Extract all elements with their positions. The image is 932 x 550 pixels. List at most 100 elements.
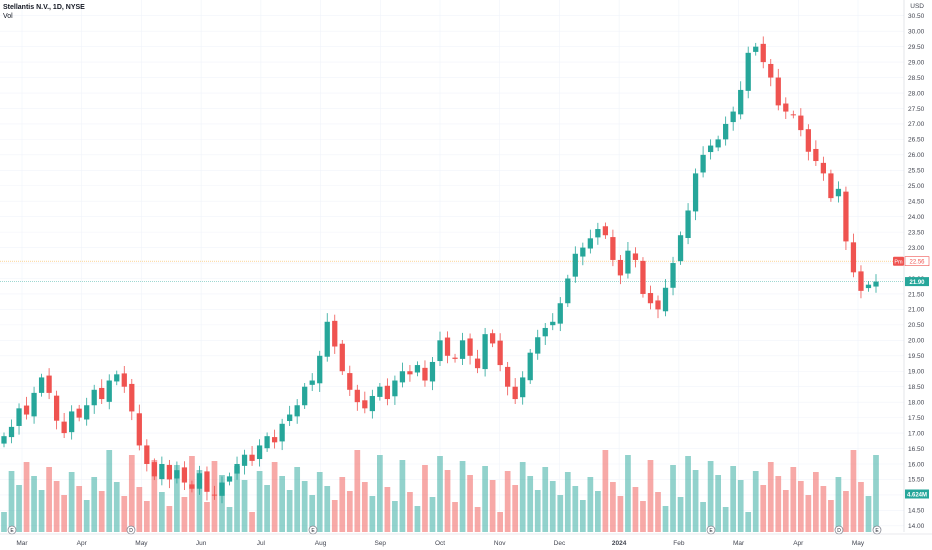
candle-body	[69, 411, 75, 433]
candle-body	[31, 392, 37, 417]
candle-body	[166, 464, 173, 480]
volume-bar	[813, 472, 819, 532]
price-axis[interactable]: 14.0014.5015.0015.5016.0016.5017.0017.50…	[903, 0, 932, 550]
candle-body	[610, 237, 616, 260]
time-tick-label: Apr	[793, 540, 804, 547]
candle-body	[407, 371, 413, 375]
candle-body	[392, 380, 398, 397]
volume-bar	[128, 455, 135, 532]
candle-body	[602, 226, 609, 236]
volume-bar	[850, 450, 857, 532]
event-marker-label: E	[709, 528, 713, 534]
volume-bar	[790, 467, 797, 532]
event-marker-earnings[interactable]: E	[872, 525, 882, 535]
volume-bar	[437, 456, 443, 532]
volume-bar	[361, 482, 368, 532]
volume-indicator-label[interactable]: Vol	[3, 13, 13, 20]
candle-body	[339, 343, 345, 372]
volume-bar	[873, 455, 879, 532]
volume-bar	[745, 512, 752, 532]
volume-bar	[610, 482, 616, 532]
volume-bar	[23, 462, 30, 532]
volume-bar	[677, 497, 684, 532]
candle-body	[813, 148, 819, 162]
candle-body	[181, 467, 188, 483]
time-axis[interactable]: Mar Apr May Jun Jul Aug Sep Oct Nov Dec 2024 Feb Mar…	[0, 533, 932, 547]
candle-body	[557, 303, 563, 324]
price-tick-label: 14.50	[908, 508, 925, 515]
volume-bar	[346, 491, 353, 532]
price-tick-label: 30.00	[908, 28, 925, 35]
candle-body	[53, 395, 60, 421]
time-tick-label: Oct	[435, 540, 445, 547]
last-price-tag-bg	[905, 277, 929, 287]
volume-bar	[760, 485, 767, 532]
volume-bar	[256, 471, 263, 532]
event-marker-label: D	[129, 528, 133, 534]
symbol-title[interactable]: Stellantis N.V., 1D, NYSE	[3, 4, 85, 11]
candle-body	[715, 139, 721, 148]
time-tick-label: Jun	[196, 540, 207, 547]
volume-bar	[835, 477, 842, 532]
volume-bar	[504, 471, 511, 532]
volume-bar	[602, 450, 609, 532]
event-marker-earnings[interactable]: E	[308, 525, 318, 535]
pre-market-tag-label: Pm	[894, 259, 903, 265]
volume-bar	[527, 476, 534, 532]
volume-bar	[331, 500, 338, 532]
volume-bar	[459, 461, 466, 532]
volume-bar	[61, 495, 67, 532]
time-tick-label: Apr	[77, 540, 88, 547]
candle-body	[873, 281, 879, 287]
volume-bar	[294, 467, 301, 532]
volume-bar	[339, 477, 346, 532]
candle-body	[580, 247, 586, 257]
volume-bar	[820, 486, 827, 532]
candle-body	[647, 293, 654, 304]
price-tick-label: 27.00	[908, 121, 925, 128]
candle-body	[662, 287, 669, 312]
candle-body	[670, 263, 676, 288]
volume-bar	[143, 501, 150, 532]
candle-body	[61, 421, 67, 434]
volume-bar	[444, 470, 451, 532]
candle-body	[505, 366, 511, 387]
time-tick-label: Mar	[16, 540, 28, 547]
candle-body	[790, 114, 796, 116]
volume-bar	[68, 472, 75, 532]
volume-bar	[113, 482, 120, 532]
candle-body	[775, 77, 781, 106]
candle-body	[414, 365, 421, 373]
candle-body	[512, 386, 518, 400]
event-marker-earnings[interactable]: E	[706, 525, 716, 535]
volume-bar	[106, 450, 113, 532]
candle-body	[144, 445, 150, 464]
candle-body	[655, 300, 661, 310]
candle-body	[287, 414, 293, 422]
candle-body	[835, 188, 842, 197]
candle-body	[535, 337, 541, 354]
candle-body	[482, 334, 488, 370]
currency-label[interactable]: USD	[910, 3, 924, 10]
price-tick-label: 16.00	[908, 461, 925, 468]
volume-bar	[181, 497, 188, 532]
volume-bar	[595, 491, 601, 532]
candle-body	[354, 389, 360, 403]
candle-body	[798, 115, 804, 131]
time-tick-label: Jul	[257, 540, 266, 547]
candle-body	[23, 405, 30, 415]
event-marker-earnings[interactable]: E	[7, 525, 17, 535]
event-marker-dividend[interactable]: D	[126, 525, 136, 535]
event-marker-dividend[interactable]: D	[834, 525, 844, 535]
volume-bar	[234, 466, 240, 532]
volume-bar	[286, 490, 293, 532]
volume-bar	[174, 465, 180, 532]
event-marker-label: E	[875, 528, 879, 534]
volume-bar	[407, 492, 413, 532]
candle-body	[256, 445, 263, 460]
candle-body	[279, 423, 285, 442]
time-tick-label: Mar	[733, 540, 745, 547]
volume-bar	[83, 500, 90, 532]
candle-body	[474, 358, 481, 369]
